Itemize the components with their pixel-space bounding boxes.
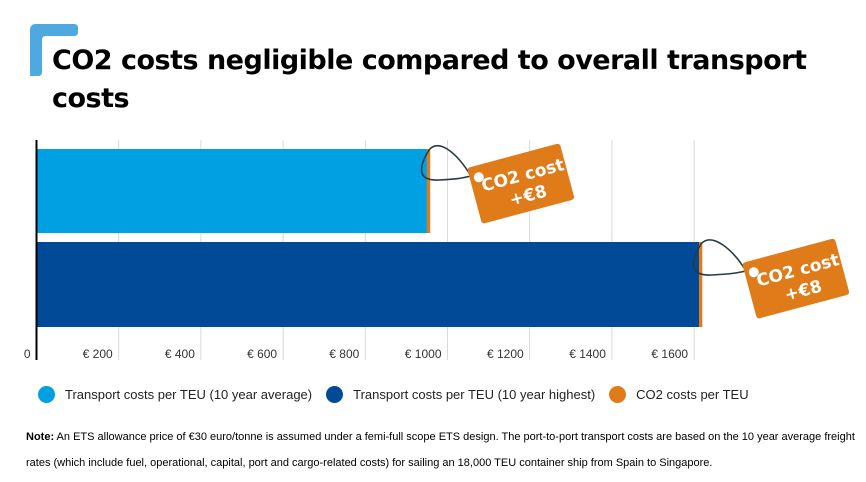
bar-highest: [36, 242, 700, 327]
co2-cost-tag: CO2 cost+€8: [742, 238, 850, 319]
x-tick-label: € 800: [329, 347, 359, 361]
bar-chart: 0 € 200 € 400 € 600 € 800 € 1000 € 1200 € 1400 €…: [24, 140, 850, 361]
x-tick-label: € 600: [247, 347, 277, 361]
bar-co2: [426, 149, 431, 233]
legend-label: CO2 costs per TEU: [636, 387, 749, 402]
x-tick-label: 0: [24, 347, 31, 361]
tag-body: [742, 238, 850, 319]
bar-co2: [699, 242, 703, 327]
legend: Transport costs per TEU (10 year average…: [38, 386, 763, 403]
tag-body: [467, 143, 575, 224]
legend-label: Transport costs per TEU (10 year average…: [65, 387, 313, 402]
tag-hole-icon: [473, 172, 484, 183]
x-tick-label: € 200: [83, 347, 113, 361]
x-tick-label: € 1000: [405, 347, 442, 361]
legend-dot-icon: [38, 386, 55, 403]
legend-item-avg: Transport costs per TEU (10 year average…: [38, 386, 312, 403]
x-tick-label: € 400: [165, 347, 195, 361]
x-tick-label: € 1600: [651, 347, 688, 361]
x-tick-label: € 1400: [569, 347, 606, 361]
tag-hole-icon: [748, 267, 759, 278]
note-label: Note:: [26, 431, 55, 443]
legend-dot-icon: [609, 386, 627, 403]
tag-string: [420, 144, 473, 181]
tag-string: [692, 239, 748, 276]
note-text: An ETS allowance price of €30 euro/tonne…: [26, 431, 855, 469]
legend-item-co2: CO2 costs per TEU: [609, 386, 749, 403]
co2-cost-tag: CO2 cost+€8: [467, 143, 575, 224]
x-tick-label: € 1200: [487, 347, 524, 361]
chart-title: CO2 costs negligible compared to overall…: [52, 45, 807, 114]
legend-dot-icon: [326, 386, 344, 403]
legend-label: Transport costs per TEU (10 year highest…: [353, 387, 596, 402]
title-accent-bracket: [30, 24, 78, 76]
footnote: Note: An ETS allowance price of €30 euro…: [26, 424, 856, 476]
bar-avg: [36, 149, 427, 233]
legend-item-highest: Transport costs per TEU (10 year highest…: [326, 386, 595, 403]
